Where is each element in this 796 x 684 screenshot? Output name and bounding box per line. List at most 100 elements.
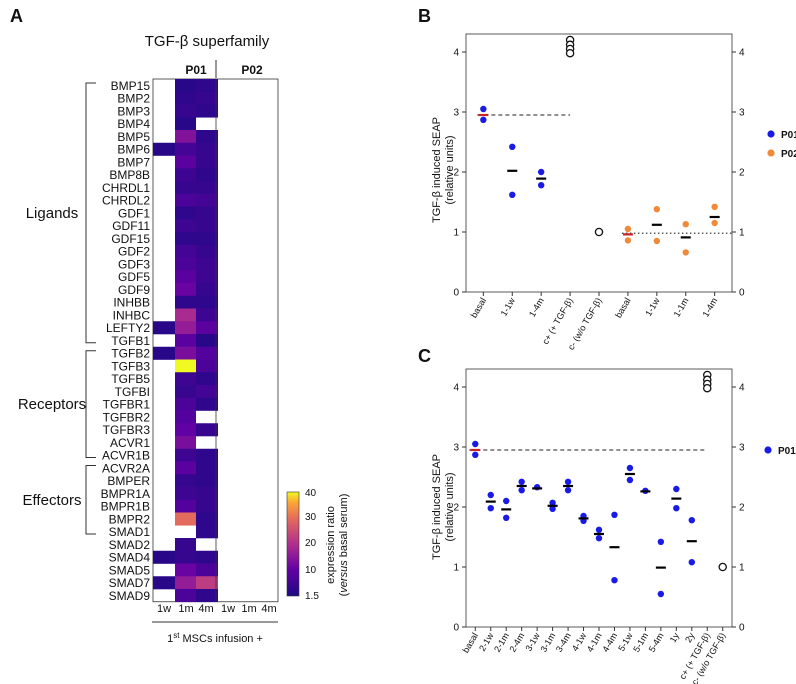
heatmap-cell [196, 372, 218, 386]
heatmap-cell [196, 219, 218, 233]
data-point-p01 [564, 478, 572, 485]
col-group-p02: P02 [241, 63, 263, 77]
gene-label: BMP6 [117, 143, 150, 157]
ytick-label-right: 0 [739, 623, 745, 634]
gene-label: SMAD1 [109, 525, 151, 539]
gene-label: TGFB5 [111, 372, 150, 386]
heatmap-cell [196, 334, 218, 348]
gene-label: INHBC [113, 308, 151, 322]
colorbar-tick-40: 40 [305, 488, 317, 499]
ytick-label-right: 1 [739, 228, 745, 239]
data-point-p01 [673, 505, 680, 512]
data-point-p01 [509, 191, 516, 198]
xtick-label: basal [613, 296, 632, 320]
gene-label: CHRDL1 [102, 181, 150, 195]
heatmap-cell [175, 257, 196, 271]
data-point-p01 [611, 577, 618, 584]
col-tick-p01-1w: 1w [157, 603, 171, 615]
gene-label: GDF5 [118, 270, 150, 284]
data-point-p01 [549, 505, 556, 512]
heatmap-cell [175, 346, 196, 360]
heatmap-cell [175, 206, 196, 220]
xtick-label: 2-4m [507, 631, 526, 654]
heatmap-cell [175, 283, 196, 297]
gene-label: ACVR1 [110, 436, 150, 450]
colorbar-tick-10: 10 [305, 565, 317, 576]
heatmap-cell [196, 130, 218, 144]
gene-label: GDF11 [112, 219, 150, 233]
data-point-p01 [518, 487, 525, 494]
heatmap-cell [196, 525, 218, 539]
ytick-label-left: 4 [453, 383, 459, 394]
heatmap-cell [196, 257, 218, 271]
heatmap-cell [175, 142, 196, 156]
heatmap-title: TGF-β superfamily [145, 33, 270, 50]
heatmap-cell [196, 499, 218, 513]
data-point-p01 [626, 476, 634, 484]
data-point-p01 [503, 497, 510, 505]
heatmap-cell [175, 155, 196, 169]
ytick-label-right: 1 [739, 563, 745, 574]
data-point-p02 [653, 206, 661, 213]
heatmap-cell [175, 219, 196, 233]
heatmap-cell [196, 295, 218, 309]
heatmap-cell [175, 499, 196, 513]
heatmap-cell [175, 436, 196, 450]
ytick-label-left: 2 [453, 168, 459, 179]
gene-label: BMP7 [117, 155, 150, 169]
xtick-label: 1-1w [643, 296, 662, 318]
ytick-label-right: 3 [739, 108, 745, 119]
ytick-label-left: 3 [453, 443, 459, 454]
data-point-p01 [537, 182, 545, 189]
group-bracket [85, 465, 96, 535]
colorbar-label-line1: expression ratio [325, 506, 337, 584]
col-tick-p02-4m: 4m [261, 603, 276, 615]
heatmap-cell [175, 321, 196, 335]
data-point-p01 [595, 535, 603, 542]
data-point-p01 [688, 517, 695, 524]
heatmap-cell [175, 461, 196, 475]
data-point-p01 [657, 538, 665, 545]
heatmap-cell [175, 550, 196, 564]
heatmap-cell [175, 117, 196, 131]
gene-label: BMPR2 [109, 512, 151, 526]
xtick-label: 1-4m [700, 296, 719, 319]
data-point-p02 [711, 203, 718, 210]
heatmap-cell [175, 270, 196, 284]
data-point-p01 [626, 464, 634, 472]
legend-label-p02: P02 [781, 149, 796, 160]
gene-label: GDF3 [118, 257, 150, 271]
heatmap-cell [175, 487, 196, 501]
group-label: Receptors [18, 396, 86, 413]
data-point-p02 [711, 219, 718, 227]
ytick-label-right: 4 [739, 48, 745, 59]
data-point-p01 [480, 105, 487, 113]
heatmap-cell [175, 91, 196, 105]
group-bracket [85, 350, 96, 458]
xtick-label: basal [461, 631, 480, 655]
col-tick-p01-4m: 4m [198, 603, 213, 615]
heatmap-cell [175, 168, 196, 182]
heatmap-cell [196, 283, 218, 297]
colorbar [286, 491, 300, 597]
heatmap-cell [175, 244, 196, 258]
xtick-label: 1y [668, 631, 682, 645]
heatmap-cell [153, 576, 175, 590]
data-point-p01 [487, 491, 494, 499]
panel-c-ylabel-1: TGF-β induced SEAP [431, 454, 443, 560]
ytick-label-left: 4 [453, 48, 459, 59]
xtick-label: 5-1m [631, 631, 650, 654]
heatmap-cell [196, 181, 218, 195]
heatmap-cell [196, 563, 218, 577]
heatmap-cell [175, 512, 196, 526]
col-tick-p02-1m: 1m [241, 603, 256, 615]
heatmap-cell [175, 104, 196, 118]
ytick-label-left: 1 [453, 563, 459, 574]
gene-label: SMAD5 [109, 563, 151, 577]
panel-c-letter: C [418, 346, 431, 366]
heatmap-cell [196, 232, 218, 246]
data-point-p01 [657, 590, 665, 598]
data-point-p01 [564, 487, 572, 494]
heatmap-cell [196, 321, 218, 335]
xtick-label: 1-1m [672, 296, 691, 319]
